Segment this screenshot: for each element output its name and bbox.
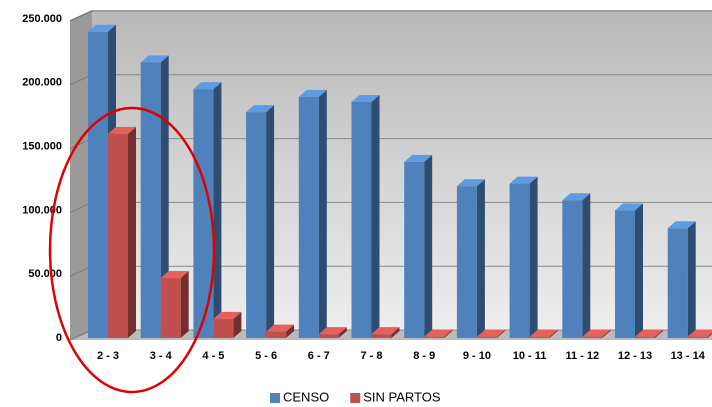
bar-side	[424, 154, 433, 338]
bar-top	[582, 329, 611, 337]
x-tick-label: 10 - 11	[513, 350, 547, 362]
y-tick-label: 0	[56, 332, 62, 344]
bar	[509, 183, 530, 338]
x-tick-label: 12 - 13	[618, 350, 652, 362]
bar-top	[140, 55, 169, 63]
bar-top	[318, 327, 347, 335]
bar-side	[160, 55, 169, 338]
bar-side	[233, 311, 242, 338]
bar	[351, 101, 372, 338]
bar-top	[687, 329, 712, 337]
bar-top	[456, 179, 485, 187]
bar	[298, 96, 319, 338]
bar	[371, 334, 392, 338]
bar-side	[266, 105, 275, 338]
bar	[476, 336, 497, 338]
bar	[529, 336, 550, 338]
bar	[193, 89, 214, 339]
bar	[582, 336, 603, 338]
bar-top	[213, 311, 242, 319]
x-tick-label: 7 - 8	[360, 350, 382, 362]
bar-top	[476, 329, 505, 337]
bar-top	[160, 271, 189, 279]
y-tick-label: 50.000	[28, 268, 62, 280]
bar-top	[246, 105, 275, 113]
bar-side	[180, 271, 189, 338]
legend-swatch	[350, 393, 361, 403]
bar	[562, 200, 583, 338]
bar-top	[529, 329, 558, 337]
bar	[615, 210, 635, 338]
legend-label: CENSO	[283, 389, 329, 404]
bar	[687, 336, 708, 338]
x-tick-label: 3 - 4	[150, 350, 173, 362]
y-tick-label: 150.000	[22, 141, 62, 153]
bar-top	[193, 82, 222, 90]
bar-side	[318, 89, 327, 338]
bar-top	[424, 329, 453, 337]
x-tick-label: 6 - 7	[308, 350, 330, 362]
x-tick-label: 13 - 14	[671, 350, 706, 362]
y-tick-label: 100.000	[22, 204, 62, 216]
bar-side	[371, 94, 380, 338]
bar-side	[128, 126, 136, 338]
bar-side	[496, 329, 505, 338]
x-tick-label: 4 - 5	[202, 350, 224, 362]
bar-top	[635, 329, 663, 337]
bar-side	[529, 176, 538, 338]
y-tick-label: 250.000	[22, 13, 62, 25]
bar	[635, 336, 655, 338]
bar-top	[266, 324, 295, 332]
bar	[318, 334, 339, 338]
bar	[424, 336, 445, 338]
bar-side	[655, 329, 663, 338]
bar-side	[444, 329, 453, 338]
bar-side	[286, 324, 295, 338]
bar	[456, 186, 477, 338]
bar-top	[562, 193, 591, 201]
grid-line-side	[69, 10, 93, 22]
bar-side	[213, 82, 222, 339]
x-tick-label: 11 - 12	[565, 350, 599, 362]
bar-side	[635, 203, 643, 338]
bar	[667, 228, 688, 338]
bar-top	[404, 154, 433, 162]
bar-side	[582, 193, 591, 338]
x-tick-label: 9 - 10	[463, 350, 491, 362]
bar	[266, 331, 287, 338]
bar	[213, 318, 234, 338]
x-tick-label: 2 - 3	[97, 350, 119, 362]
bar	[88, 31, 108, 338]
bar-top	[667, 221, 696, 229]
bar-side	[391, 327, 400, 338]
bar-side	[687, 221, 696, 338]
bar	[140, 62, 161, 338]
bar-top	[351, 94, 380, 102]
bar-top	[371, 327, 400, 335]
bar-top	[108, 126, 136, 134]
legend-swatch	[270, 393, 280, 403]
bar	[246, 112, 267, 338]
bar-side	[549, 329, 558, 338]
bar-side	[476, 179, 485, 338]
bar-side	[602, 329, 611, 338]
bar-top	[298, 89, 327, 97]
x-tick-label: 8 - 9	[413, 350, 435, 362]
x-tick-label: 5 - 6	[255, 350, 277, 362]
bar	[160, 278, 181, 338]
bar-top	[509, 176, 538, 184]
legend-label: SIN PARTOS	[363, 389, 441, 404]
bar	[404, 161, 425, 338]
bar-top	[88, 24, 116, 32]
bar	[108, 133, 128, 338]
side-wall	[70, 10, 92, 340]
bar-side	[707, 332, 712, 338]
bar-side	[338, 327, 347, 338]
highlight-ellipse	[48, 106, 216, 394]
y-tick-label: 200.000	[22, 77, 62, 89]
bar-top	[615, 203, 643, 211]
